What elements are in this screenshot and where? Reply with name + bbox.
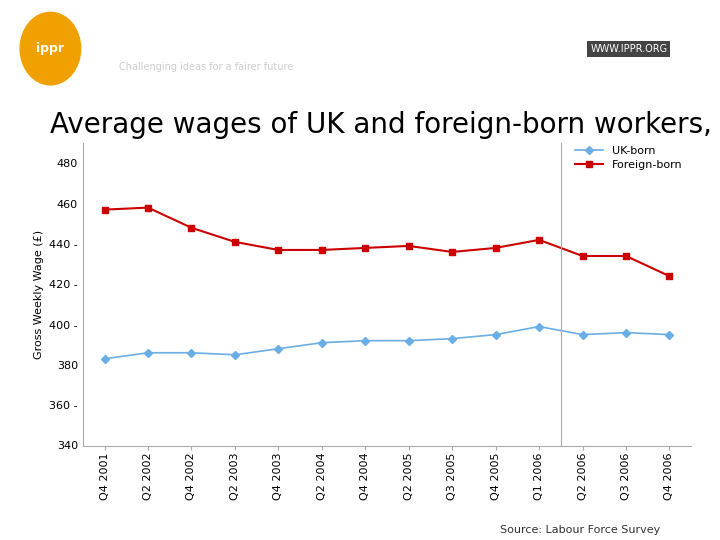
Legend: UK-born, Foreign-born: UK-born, Foreign-born xyxy=(572,143,685,174)
Text: Average wages of UK and foreign-born workers, 2001-06: Average wages of UK and foreign-born wor… xyxy=(50,111,720,139)
Text: Institute for Public Policy Research: Institute for Public Policy Research xyxy=(119,22,420,37)
Y-axis label: Gross Weekly Wage (£): Gross Weekly Wage (£) xyxy=(34,230,44,359)
Text: Source: Labour Force Survey: Source: Labour Force Survey xyxy=(500,524,661,535)
Circle shape xyxy=(20,12,81,85)
Text: Challenging ideas for a fairer future: Challenging ideas for a fairer future xyxy=(119,63,293,72)
Text: WWW.IPPR.ORG: WWW.IPPR.ORG xyxy=(590,44,667,53)
Text: ippr: ippr xyxy=(37,42,64,55)
